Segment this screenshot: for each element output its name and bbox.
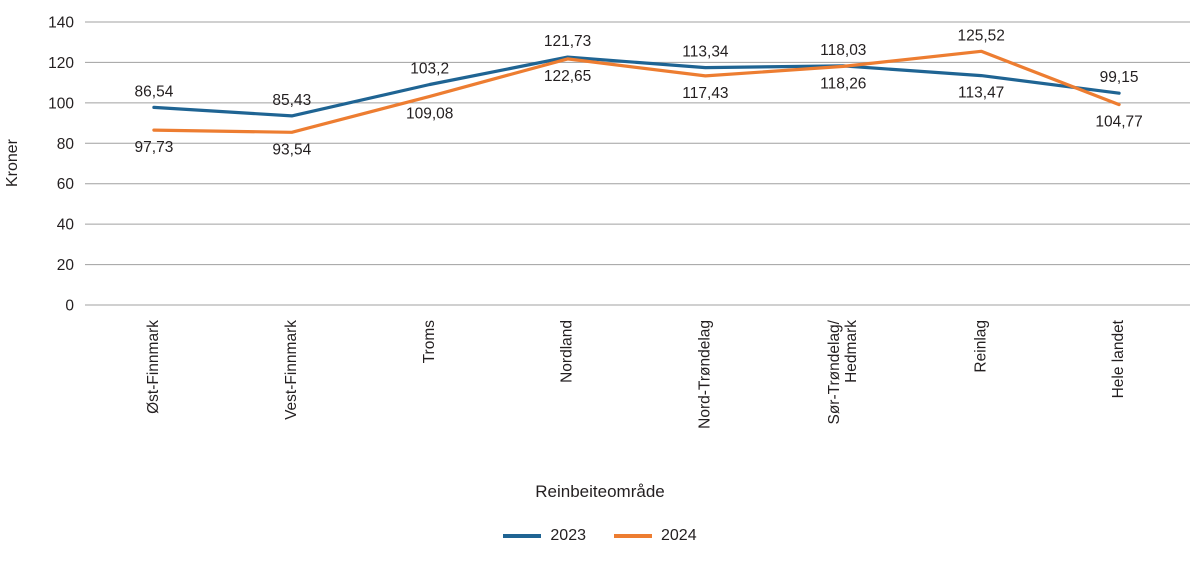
legend-line-swatch: [614, 534, 652, 538]
data-label-2023: 97,73: [135, 139, 174, 156]
category-label: Vest-Finnmark: [283, 320, 300, 420]
data-label-2024: 118,03: [820, 42, 866, 59]
x-axis-title: Reinbeiteområde: [535, 482, 665, 501]
y-tick-label: 60: [57, 176, 75, 193]
legend: 2023 2024: [0, 527, 1200, 545]
data-label-2024: 103,2: [410, 61, 449, 78]
plot-area: Kroner 0 20 40 60 80 100 120 140 97,73 86,54 93,5…: [4, 15, 1190, 429]
y-tick-label: 40: [57, 217, 75, 234]
data-label-2023: 122,65: [544, 68, 591, 85]
category-label: Nordland: [559, 320, 576, 383]
data-label-2023: 117,43: [682, 85, 728, 102]
x-axis-category-labels: Øst-Finnmark Vest-Finnmark Troms Nordland No…: [145, 319, 1127, 429]
data-label-2023: 104,77: [1095, 114, 1142, 131]
data-label-2023: 109,08: [406, 105, 453, 122]
series-line-2024: [152, 49, 1121, 134]
category-label: Sør-Trøndelag/: [826, 319, 843, 424]
legend-line-swatch: [503, 534, 542, 538]
data-labels: 97,73 86,54 93,54 85,43 109,08 103,2 122,65 121…: [135, 27, 1143, 158]
y-axis-tick-labels: 0 20 40 60 80 100 120 140: [48, 15, 74, 315]
category-label: Troms: [421, 320, 438, 364]
data-label-2023: 113,47: [958, 85, 1004, 102]
y-tick-label: 0: [65, 298, 74, 315]
data-label-2024: 86,54: [135, 83, 174, 100]
data-label-2024: 113,34: [682, 44, 729, 61]
gridlines: [85, 21, 1190, 306]
data-label-2023: 118,26: [820, 75, 866, 92]
category-label: Hedmark: [843, 320, 860, 383]
data-label-2024: 85,43: [272, 92, 311, 109]
legend-label: 2023: [550, 527, 586, 544]
data-label-2024: 99,15: [1100, 69, 1139, 86]
y-tick-label: 20: [57, 257, 75, 274]
series-lines: [152, 49, 1121, 134]
legend-label: 2024: [661, 527, 697, 544]
y-tick-label: 120: [48, 55, 74, 72]
data-label-2024: 121,73: [544, 33, 591, 50]
category-label: Reinlag: [972, 320, 989, 373]
category-label: Øst-Finnmark: [145, 320, 162, 414]
y-tick-label: 80: [57, 136, 75, 153]
legend-item-2024: 2024: [614, 527, 697, 545]
data-label-2023: 93,54: [272, 141, 311, 158]
category-label: Hele landet: [1110, 319, 1127, 398]
category-label: Nord-Trøndelag: [697, 320, 714, 429]
legend-item-2023: 2023: [503, 527, 586, 545]
y-tick-label: 140: [48, 15, 74, 32]
y-axis-title: Kroner: [4, 138, 21, 187]
data-label-2024: 125,52: [957, 27, 1004, 44]
y-tick-label: 100: [48, 95, 74, 112]
series-line-2023: [152, 55, 1121, 118]
